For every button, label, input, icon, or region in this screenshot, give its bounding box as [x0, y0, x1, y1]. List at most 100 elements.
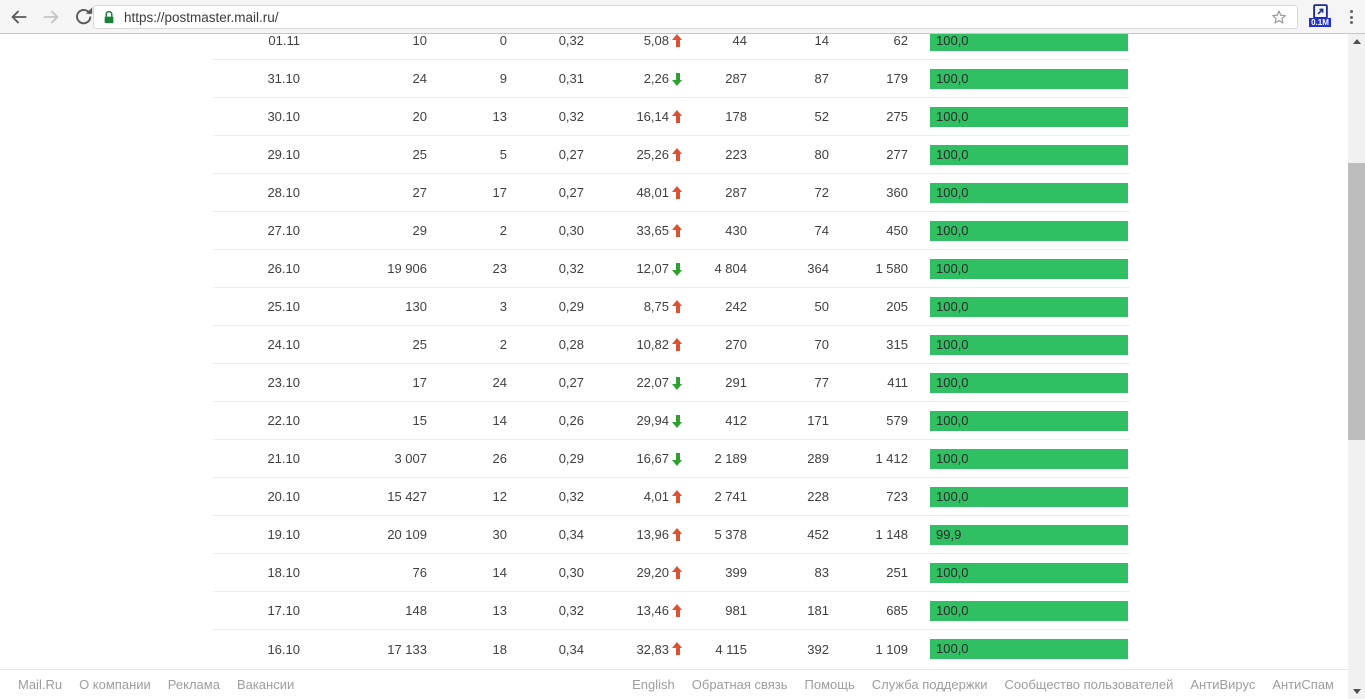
trend-arrow-icon: [672, 452, 683, 466]
trend-value: 32,83: [636, 641, 669, 657]
cell-date: 27.10: [267, 223, 300, 238]
scrollbar[interactable]: [1348, 34, 1365, 699]
footer-link-text[interactable]: Помощь: [804, 676, 855, 692]
trend-arrow-icon: [672, 642, 683, 656]
footer-link-text[interactable]: Сообщество пользователей: [1004, 676, 1174, 692]
cell-value: 399: [725, 565, 747, 580]
cell-value: 0,27: [558, 147, 584, 162]
footer-link[interactable]: АнтиСпам: [1272, 676, 1334, 694]
footer-link[interactable]: Обратная связь: [692, 676, 788, 694]
cell-value: 20 109: [387, 527, 427, 542]
back-button[interactable]: [6, 4, 32, 30]
footer-link[interactable]: Вакансии: [237, 676, 294, 694]
cell-value: 579: [886, 413, 908, 428]
cell-value: 0,32: [558, 489, 584, 504]
progress-bar: 100,0: [930, 106, 1128, 127]
cell-date: 21.10: [267, 451, 300, 466]
cell-value: 0,28: [558, 337, 584, 352]
cell-value: 15 427: [387, 489, 427, 504]
cell-value: 287: [725, 185, 747, 200]
progress-bar-label: 100,0: [936, 412, 969, 428]
footer-link[interactable]: Сообщество пользователей: [1004, 676, 1173, 694]
footer-link-text[interactable]: Вакансии: [236, 676, 295, 692]
footer-link[interactable]: English: [632, 676, 675, 694]
progress-bar-track: 100,0: [930, 410, 1128, 431]
url-text[interactable]: https://postmaster.mail.ru/: [124, 9, 279, 25]
scrollbar-down-button[interactable]: [1348, 684, 1365, 699]
trend-value: 33,65: [636, 223, 669, 238]
footer-link[interactable]: Реклама: [168, 676, 220, 694]
progress-bar-track: 100,0: [930, 34, 1128, 51]
address-bar[interactable]: https://postmaster.mail.ru/: [93, 5, 1298, 29]
trend-value: 4,01: [643, 489, 669, 504]
cell-date: 22.10: [267, 413, 300, 428]
footer-link-text[interactable]: Реклама: [167, 676, 220, 692]
progress-bar-label: 100,0: [936, 260, 969, 276]
cell-value: 452: [807, 527, 829, 542]
footer-link[interactable]: О компании: [79, 676, 151, 694]
footer-link-text[interactable]: АнтиСпам: [1272, 676, 1334, 692]
cell-value: 430: [725, 223, 747, 238]
footer-link[interactable]: Служба поддержки: [872, 676, 988, 694]
extension-badge: 0.1M: [1309, 18, 1331, 27]
cell-value: 3 007: [394, 451, 427, 466]
footer-link-text[interactable]: О компании: [79, 676, 151, 692]
cell-value: 0,30: [558, 565, 584, 580]
cell-value: 52: [814, 109, 829, 124]
scrollbar-up-button[interactable]: [1348, 34, 1365, 49]
footer-link-text[interactable]: Служба поддержки: [871, 676, 988, 692]
extension-button[interactable]: 0.1M: [1306, 3, 1334, 31]
footer-link-text[interactable]: АнтиВирус: [1190, 676, 1256, 692]
cell-value: 24: [412, 71, 427, 86]
trend-arrow-icon: [672, 299, 683, 314]
cell-value: 70: [814, 337, 829, 352]
cell-value: 2: [499, 223, 507, 238]
cell-value: 2 189: [714, 451, 747, 466]
table-row: 29.10 25 5 0,27 25,26 223 80 277 100,0: [213, 136, 1130, 174]
footer-link[interactable]: Помощь: [805, 676, 855, 694]
page-content: 01.11 10 0 0,32 5,08 44 14 62 100,0 31.1…: [0, 34, 1348, 699]
triangle-down-icon: [1352, 689, 1361, 694]
cell-trend: 22,07: [584, 375, 683, 390]
footer-link-text[interactable]: English: [632, 676, 675, 692]
trend-arrow-icon: [672, 262, 683, 276]
cell-date: 30.10: [267, 109, 300, 124]
trend-arrow-icon: [672, 223, 683, 238]
refresh-icon: [75, 7, 92, 25]
progress-bar-label: 100,0: [936, 450, 969, 466]
cell-value: 270: [725, 337, 747, 352]
progress-bar-label: 100,0: [936, 374, 969, 390]
footer-link-text[interactable]: Обратная связь: [691, 676, 788, 692]
forward-button[interactable]: [38, 4, 64, 30]
cell-value: 450: [886, 223, 908, 238]
cell-value: 44: [732, 34, 747, 48]
cell-value: 178: [725, 109, 747, 124]
table-row: 25.10 130 3 0,29 8,75 242 50 205 100,0: [213, 288, 1130, 326]
progress-bar-label: 100,0: [936, 602, 969, 618]
progress-bar-track: 100,0: [930, 258, 1128, 279]
footer-links-left: Mail.Ru О компании Реклама Вакансии: [18, 676, 294, 694]
trend-arrow-icon: [672, 337, 683, 352]
trend-value: 10,82: [636, 337, 669, 352]
footer-link[interactable]: Mail.Ru: [18, 676, 62, 694]
footer-link[interactable]: АнтиВирус: [1190, 676, 1255, 694]
progress-bar-track: 100,0: [930, 448, 1128, 469]
ssl-lock-icon: [104, 10, 114, 23]
refresh-button[interactable]: [70, 4, 96, 30]
menu-button[interactable]: [1342, 7, 1360, 27]
cell-value: 14: [814, 34, 829, 48]
cell-trend: 2,26: [584, 71, 683, 86]
progress-bar-track: 100,0: [930, 372, 1128, 393]
progress-bar: 100,0: [930, 372, 1128, 393]
trend-arrow-icon: [672, 185, 683, 200]
cell-value: 1 109: [875, 641, 908, 657]
scrollbar-thumb[interactable]: [1348, 163, 1365, 440]
footer-link-text[interactable]: Mail.Ru: [18, 676, 63, 692]
progress-bar: 100,0: [930, 34, 1128, 51]
cell-value: 0,32: [558, 603, 584, 618]
cell-value: 83: [814, 565, 829, 580]
cell-value: 4 115: [715, 641, 747, 657]
bookmark-star-icon[interactable]: [1269, 7, 1289, 27]
cell-value: 0,34: [558, 527, 584, 542]
cell-value: 2 741: [714, 489, 747, 504]
